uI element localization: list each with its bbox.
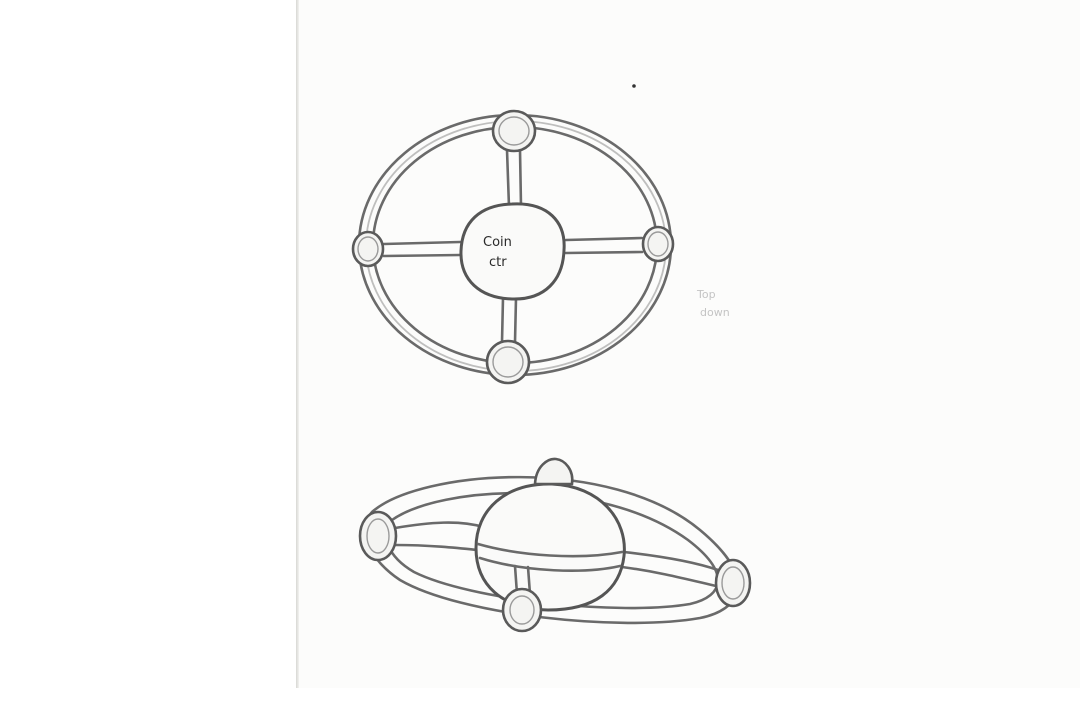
- node-top-inner: [498, 116, 530, 146]
- spoke-left-bottom: [382, 253, 462, 258]
- top-down-view: Coin ctr: [351, 109, 675, 385]
- sphere-equator-bottom: [478, 556, 622, 572]
- p-spoke-left-top: [393, 521, 485, 530]
- tilted-ring-outer: [363, 475, 740, 625]
- spoke-right-top: [564, 236, 644, 242]
- p-spoke-right-top: [622, 550, 720, 572]
- hub-label-line2: ctr: [489, 255, 507, 270]
- paper-edge: [296, 0, 299, 688]
- p-node-top: [533, 457, 574, 486]
- p-node-left: [358, 510, 398, 562]
- p-node-left-inner: [366, 518, 390, 554]
- p-node-front-inner: [509, 595, 535, 625]
- spoke-bottom-right: [513, 296, 518, 344]
- spoke-top-right: [518, 148, 523, 208]
- node-right-inner: [647, 231, 669, 257]
- side-note-line2: down: [700, 306, 730, 319]
- stray-dot: [632, 84, 636, 88]
- node-bottom-inner: [492, 346, 524, 378]
- ring-nodes: [351, 109, 675, 385]
- spoke-bottom-left: [500, 296, 505, 344]
- spokes: [382, 148, 644, 344]
- sphere-equator-top: [476, 542, 624, 558]
- side-note-line1: Top: [696, 288, 716, 301]
- p-node-right-inner: [721, 566, 745, 600]
- spoke-right-bottom: [564, 250, 644, 255]
- spoke-left-top: [382, 240, 462, 246]
- p-spoke-right-bottom: [620, 565, 718, 588]
- p-node-front: [501, 587, 543, 633]
- p-node-right: [714, 558, 752, 608]
- spoke-top-left: [505, 148, 511, 209]
- perspective-view: [358, 457, 752, 633]
- node-left-inner: [357, 236, 379, 262]
- hub-label-line1: Coin: [483, 235, 512, 250]
- p-spoke-left-bottom: [393, 543, 479, 552]
- coin-center-hub: [459, 202, 566, 301]
- center-sphere: [474, 482, 626, 612]
- paper-sheet: [296, 0, 1080, 688]
